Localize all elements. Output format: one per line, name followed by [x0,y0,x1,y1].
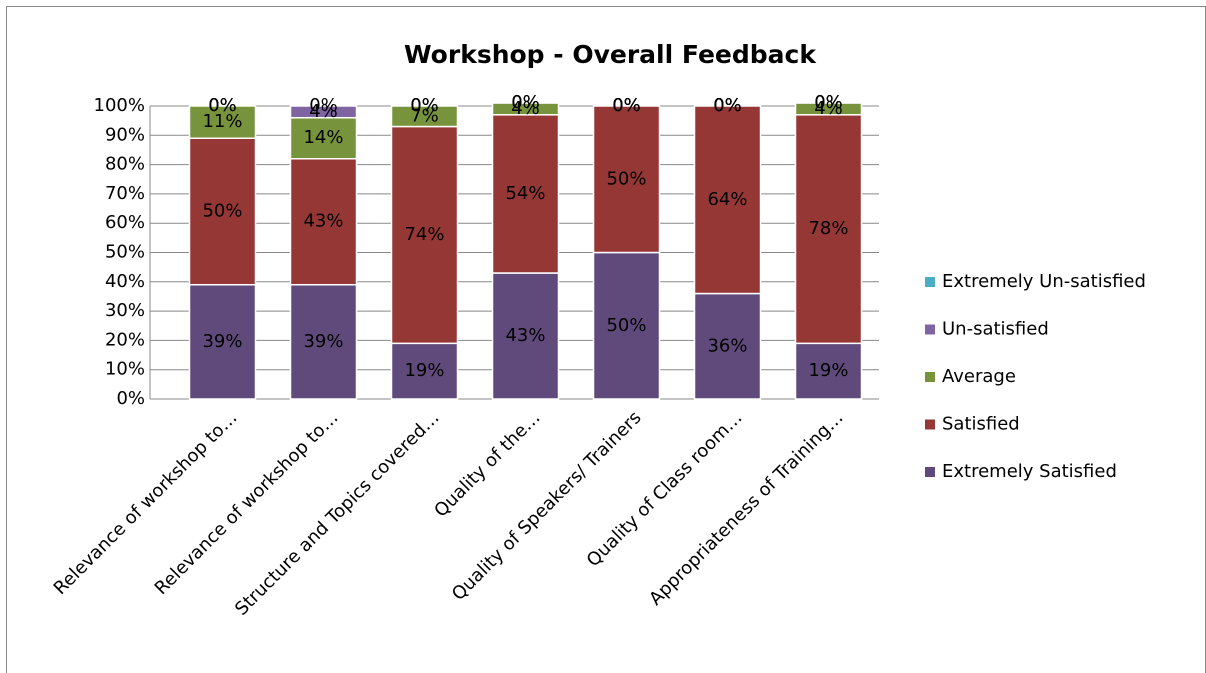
y-tick-label: 70% [105,183,145,204]
bar-segment [390,105,459,128]
legend-swatch [925,419,935,430]
bar-segment [693,292,762,400]
data-label: 0% [511,92,540,113]
bar-segment [794,102,863,116]
data-label: 4% [814,98,843,119]
data-label: 39% [202,331,242,352]
bar-segment [390,125,459,345]
data-label: 0% [814,92,843,113]
x-tick-label: Quality of Speakers/ Trainers [448,407,646,605]
x-tick-label: Quality of the… [430,407,544,521]
data-label: 0% [511,92,540,113]
bar-segment [491,102,560,116]
data-label: 64% [707,189,747,210]
bar-segment [592,105,661,254]
data-label: 0% [309,95,338,116]
data-label: 7% [410,105,439,126]
data-label: 0% [713,95,742,116]
legend-label: Extremely Un-satisfied [942,271,1146,292]
y-tick-label: 80% [105,154,145,175]
data-label: 50% [202,200,242,221]
data-label: 0% [208,95,237,116]
legend-swatch [925,372,935,382]
bar-segment [289,105,358,119]
data-label: 0% [410,95,439,116]
legend-label: Extremely Satisfied [942,461,1117,482]
y-tick-label: 0% [116,388,145,409]
bar-segment [592,251,661,400]
data-label: 0% [612,95,641,116]
data-label: 50% [606,168,646,189]
bar-segment [188,105,257,139]
data-label: 78% [808,218,848,239]
x-tick-label: Appropriateness of Training… [645,407,847,609]
data-label: 43% [505,325,545,346]
y-tick-label: 40% [105,271,145,292]
bar-segment [491,114,560,274]
bar-segment [289,116,358,160]
data-label: 50% [606,315,646,336]
legend-label: Un-satisfied [942,319,1049,340]
data-label: 43% [303,211,343,232]
data-label: 11% [202,111,242,132]
data-label: 74% [404,224,444,245]
bar-segment [289,283,358,400]
data-label: 0% [208,95,237,116]
bar-segment [289,157,358,286]
x-tick-label: Relevance of workshop to… [50,407,242,599]
data-label: 0% [814,92,843,113]
x-tick-label: Structure and Topics covered… [231,407,444,620]
legend-swatch [925,277,935,287]
legend-swatch [925,324,935,335]
data-label: 0% [612,95,641,116]
data-label: 19% [808,360,848,381]
y-tick-label: 50% [105,242,145,263]
y-tick-label: 20% [105,329,145,350]
y-tick-label: 90% [105,124,145,145]
data-label: 39% [303,331,343,352]
legend-label: Average [942,366,1016,387]
y-tick-label: 60% [105,212,145,233]
data-label: 14% [303,127,343,148]
data-label: 0% [410,95,439,116]
data-label: 4% [309,101,338,122]
data-label: 54% [505,183,545,204]
y-tick-label: 30% [105,300,145,321]
bar-segment [188,283,257,400]
data-label: 0% [713,95,742,116]
x-tick-label: Relevance of workshop to… [151,407,343,599]
chart-title: Workshop - Overall Feedback [404,40,817,69]
data-label: 4% [511,98,540,119]
y-tick-label: 100% [94,95,145,116]
bar-segment [693,105,762,295]
bar-segment [491,272,560,400]
legend-label: Satisfied [942,414,1020,435]
data-label: 19% [404,360,444,381]
bar-segment [794,342,863,400]
bar-segment [188,137,257,286]
data-label: 0% [612,95,641,116]
data-label: 36% [707,335,747,356]
y-tick-label: 10% [105,359,145,380]
data-label: 0% [713,95,742,116]
legend-swatch [925,467,935,477]
